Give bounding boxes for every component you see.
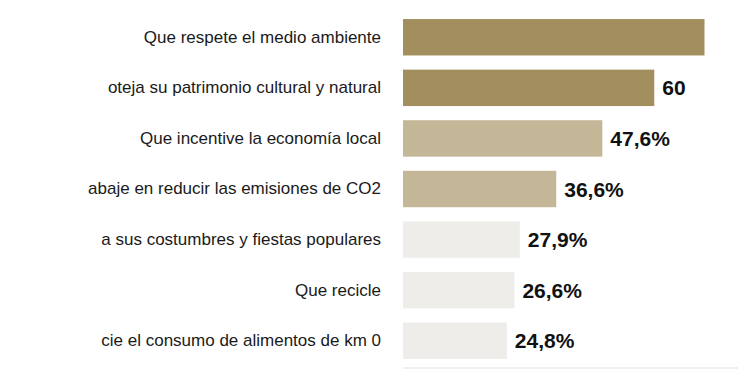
bar <box>403 19 705 55</box>
tick: a sus costumbres y fiestas populares <box>101 230 381 249</box>
tick: Que respete el medio ambiente <box>144 28 381 47</box>
bar <box>403 120 602 156</box>
data-labels: 60 47,6% 36,6% 27,9% 26,6% 24,8% <box>515 76 686 352</box>
data-label: 24,8% <box>515 329 575 352</box>
data-label: 47,6% <box>610 127 670 150</box>
tick-label: oteja su patrimonio cultural y natural <box>108 78 381 97</box>
x-axis-line <box>403 368 738 369</box>
bars <box>403 19 705 359</box>
tick-label: Que respete el medio ambiente <box>144 28 381 47</box>
tick: abaje en reducir las emisiones de CO2 <box>88 179 381 198</box>
bar <box>403 323 507 359</box>
data-label: 60 <box>662 76 685 99</box>
y-axis: Que respete el medio ambiente oteja su pa… <box>88 28 381 350</box>
tick: oteja su patrimonio cultural y natural <box>108 78 381 97</box>
data-label: 36,6% <box>564 178 624 201</box>
bar <box>403 221 520 257</box>
tick-label: abaje en reducir las emisiones de CO2 <box>88 179 381 198</box>
tick-label: Que incentive la economía local <box>140 129 381 148</box>
tick-label: a sus costumbres y fiestas populares <box>101 230 381 249</box>
tick-label: cie el consumo de alimentos de km 0 <box>101 331 381 350</box>
chart: Que respete el medio ambiente oteja su pa… <box>0 0 750 375</box>
bar <box>403 70 654 106</box>
bar <box>403 171 556 207</box>
data-label: 26,6% <box>522 279 582 302</box>
tick: Que incentive la economía local <box>140 129 381 148</box>
tick: Que recicle <box>295 281 381 300</box>
tick-label: Que recicle <box>295 281 381 300</box>
bar <box>403 272 514 308</box>
tick: cie el consumo de alimentos de km 0 <box>101 331 381 350</box>
data-label: 27,9% <box>528 228 588 251</box>
